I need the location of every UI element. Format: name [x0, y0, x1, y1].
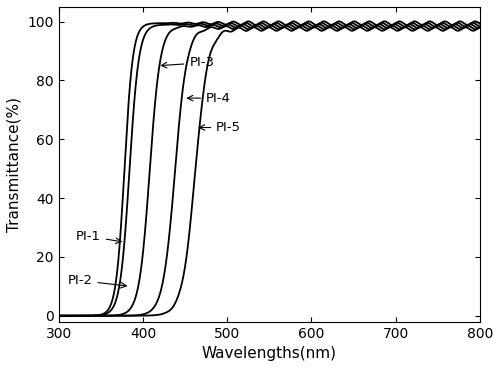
Text: PI-1: PI-1 — [76, 230, 122, 244]
Y-axis label: Transmittance(%): Transmittance(%) — [7, 97, 22, 232]
X-axis label: Wavelengths(nm): Wavelengths(nm) — [202, 346, 337, 361]
Text: PI-5: PI-5 — [199, 121, 241, 134]
Text: PI-2: PI-2 — [68, 274, 126, 288]
Text: PI-4: PI-4 — [188, 92, 231, 105]
Text: PI-3: PI-3 — [162, 56, 214, 69]
